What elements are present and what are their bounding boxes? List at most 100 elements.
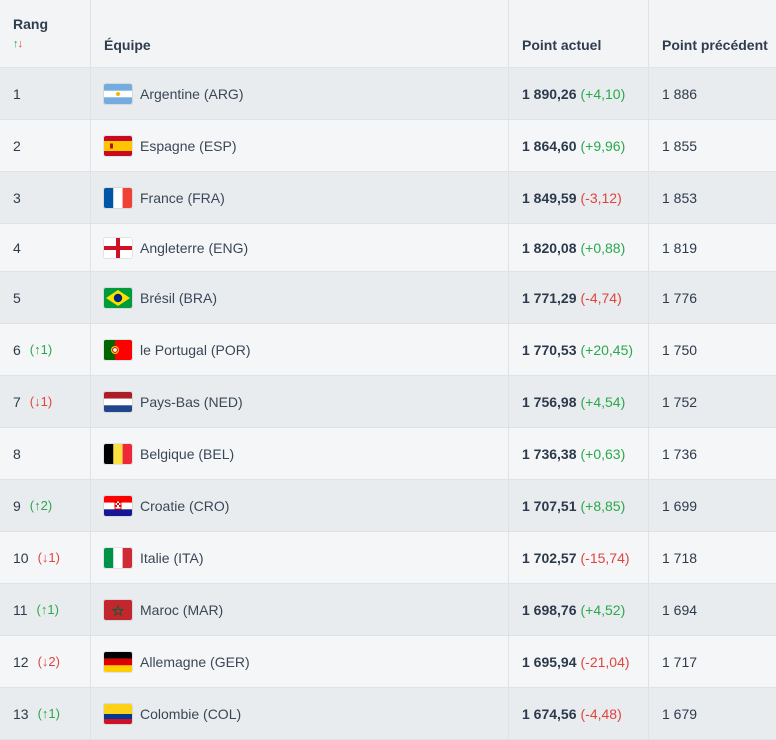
current-points-cell: 1 756,98 (+4,54) <box>509 376 649 427</box>
team-cell: Brésil (BRA) <box>91 272 509 323</box>
previous-points: 1 819 <box>662 239 698 256</box>
current-points: 1 849,59 <box>522 189 577 206</box>
team-name: Italie (ITA) <box>140 549 204 566</box>
brazil-flag-icon <box>104 287 132 308</box>
team-cell: Belgique (BEL) <box>91 428 509 479</box>
current-points-cell: 1 770,53 (+20,45) <box>509 324 649 375</box>
current-points: 1 770,53 <box>522 341 577 358</box>
rank-value: 8 <box>13 445 21 462</box>
previous-points: 1 853 <box>662 189 698 206</box>
previous-points-cell: 1 750 <box>649 324 776 375</box>
rank-header-label: Rang <box>13 16 48 32</box>
rank-change: (↓1) <box>37 550 60 565</box>
team-name: Espagne (ESP) <box>140 137 237 154</box>
team-name: Maroc (MAR) <box>140 601 224 618</box>
current-points-cell: 1 890,26 (+4,10) <box>509 68 649 119</box>
spain-flag-icon <box>104 135 132 156</box>
team-name: Croatie (CRO) <box>140 497 230 514</box>
previous-points: 1 855 <box>662 137 698 154</box>
rank-cell: 6 (↑1) <box>0 324 91 375</box>
team-name: France (FRA) <box>140 189 225 206</box>
previous-points: 1 886 <box>662 85 698 102</box>
rank-change: (↓2) <box>37 654 60 669</box>
current-points: 1 756,98 <box>522 393 577 410</box>
current-points-cell: 1 674,56 (-4,48) <box>509 688 649 739</box>
rank-cell: 11 (↑1) <box>0 584 91 635</box>
current-points: 1 736,38 <box>522 445 577 462</box>
current-points-cell: 1 849,59 (-3,12) <box>509 172 649 223</box>
previous-points-cell: 1 776 <box>649 272 776 323</box>
rank-value: 2 <box>13 137 21 154</box>
rank-value: 5 <box>13 289 21 306</box>
table-row: 11 (↑1) Maroc (MAR) 1 698,76 (+4,52) 1 694 <box>0 584 776 636</box>
rank-value: 11 <box>13 601 28 618</box>
previous-points-cell: 1 819 <box>649 224 776 271</box>
previous-points-cell: 1 736 <box>649 428 776 479</box>
argentina-flag-icon <box>104 83 132 104</box>
rank-value: 10 <box>13 549 29 566</box>
previous-points: 1 717 <box>662 653 698 670</box>
team-cell: Croatie (CRO) <box>91 480 509 531</box>
table-row: 2 Espagne (ESP) 1 864,60 (+9,96) 1 855 <box>0 120 776 172</box>
team-name: Belgique (BEL) <box>140 445 235 462</box>
points-delta: (+20,45) <box>580 341 634 358</box>
points-delta: (-15,74) <box>580 549 630 566</box>
rank-cell: 10 (↓1) <box>0 532 91 583</box>
points-delta: (+4,52) <box>580 601 626 618</box>
current-points: 1 890,26 <box>522 85 577 102</box>
column-header-previous: Point précédent <box>662 37 768 53</box>
current-points-cell: 1 695,94 (-21,04) <box>509 636 649 687</box>
rank-value: 4 <box>13 239 21 256</box>
current-points-cell: 1 771,29 (-4,74) <box>509 272 649 323</box>
previous-points-cell: 1 853 <box>649 172 776 223</box>
column-header-current: Point actuel <box>509 0 649 67</box>
current-points: 1 771,29 <box>522 289 577 306</box>
rank-cell: 9 (↑2) <box>0 480 91 531</box>
sort-down-icon: ↓ <box>17 38 23 50</box>
team-name: Allemagne (GER) <box>140 653 250 670</box>
germany-flag-icon <box>104 651 132 672</box>
current-points: 1 698,76 <box>522 601 577 618</box>
team-cell: Angleterre (ENG) <box>91 224 509 271</box>
previous-points-cell: 1 694 <box>649 584 776 635</box>
morocco-flag-icon <box>104 599 132 620</box>
team-cell: Allemagne (GER) <box>91 636 509 687</box>
sort-arrows-icon[interactable]: ↑↓ <box>13 38 23 50</box>
team-cell: Argentine (ARG) <box>91 68 509 119</box>
table-row: 6 (↑1) le Portugal (POR) 1 770,53 (+20,45) 1 … <box>0 324 776 376</box>
current-points-cell: 1 698,76 (+4,52) <box>509 584 649 635</box>
team-name: Pays-Bas (NED) <box>140 393 243 410</box>
current-points-cell: 1 707,51 (+8,85) <box>509 480 649 531</box>
team-cell: Italie (ITA) <box>91 532 509 583</box>
previous-points: 1 752 <box>662 393 698 410</box>
points-delta: (-4,74) <box>580 289 622 306</box>
points-delta: (-4,48) <box>580 705 622 722</box>
team-name: Angleterre (ENG) <box>140 239 249 256</box>
rank-cell: 7 (↓1) <box>0 376 91 427</box>
rank-cell: 13 (↑1) <box>0 688 91 739</box>
rank-cell: 12 (↓2) <box>0 636 91 687</box>
team-cell: Espagne (ESP) <box>91 120 509 171</box>
previous-points-cell: 1 699 <box>649 480 776 531</box>
rank-change: (↑1) <box>37 706 60 721</box>
team-name: le Portugal (POR) <box>140 341 251 358</box>
points-delta: (-21,04) <box>580 653 630 670</box>
previous-points: 1 776 <box>662 289 698 306</box>
points-delta: (+4,10) <box>580 85 626 102</box>
current-points-cell: 1 702,57 (-15,74) <box>509 532 649 583</box>
current-points: 1 864,60 <box>522 137 577 154</box>
points-delta: (-3,12) <box>580 189 622 206</box>
rank-change: (↑1) <box>36 602 59 617</box>
rank-value: 12 <box>13 653 29 670</box>
column-header-rank[interactable]: Rang ↑↓ <box>0 0 91 67</box>
previous-points-cell: 1 855 <box>649 120 776 171</box>
table-header: Rang ↑↓ Équipe Point actuel Point précéd… <box>0 0 776 68</box>
rank-change: (↑1) <box>29 342 53 357</box>
rank-value: 1 <box>13 85 21 102</box>
team-cell: le Portugal (POR) <box>91 324 509 375</box>
previous-points: 1 699 <box>662 497 698 514</box>
colombia-flag-icon <box>104 703 132 724</box>
rank-cell: 2 <box>0 120 91 171</box>
current-points-cell: 1 820,08 (+0,88) <box>509 224 649 271</box>
